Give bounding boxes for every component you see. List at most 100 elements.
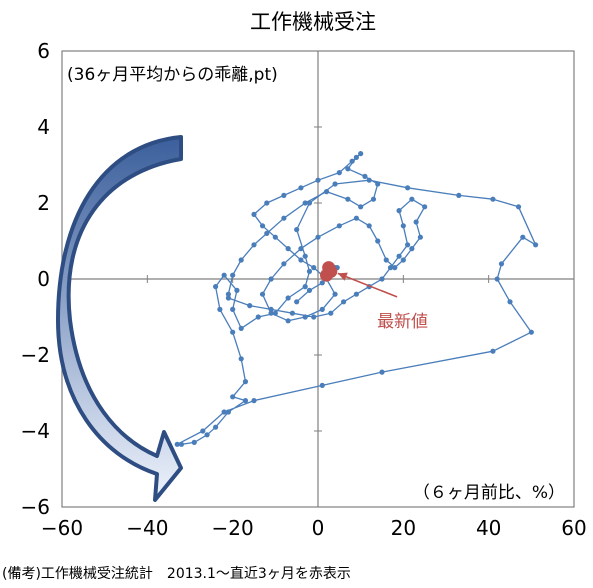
data-point [383, 257, 389, 263]
data-point [396, 253, 402, 259]
data-point [375, 181, 381, 187]
data-point [251, 242, 257, 248]
data-point [332, 291, 338, 297]
data-point [281, 192, 287, 198]
data-point [178, 441, 185, 447]
data-point [528, 329, 534, 335]
data-point [213, 284, 219, 290]
x-tick-label: 0 [312, 516, 325, 540]
data-point [238, 325, 244, 331]
data-point [281, 261, 287, 267]
data-point [242, 398, 249, 404]
data-point [311, 265, 317, 271]
annotation-pointer [337, 272, 398, 298]
data-point [230, 306, 236, 312]
x-tick-label: 60 [561, 516, 586, 540]
annotation-label: 最新値 [377, 312, 428, 332]
data-point [332, 181, 338, 187]
data-point [294, 227, 300, 233]
data-point [174, 441, 180, 447]
data-point [353, 154, 359, 160]
data-point [251, 211, 257, 217]
data-point [417, 234, 423, 240]
data-point [507, 299, 513, 305]
y-tick-label: −6 [21, 495, 50, 519]
data-point [302, 314, 308, 320]
data-point [392, 265, 398, 271]
data-point [302, 253, 308, 259]
data-point [213, 424, 219, 430]
data-point [230, 329, 236, 335]
data-point [405, 185, 411, 191]
data-point [221, 272, 227, 278]
data-point [247, 303, 253, 309]
x-tick-label: −60 [41, 516, 83, 540]
annotation-arrowhead [337, 272, 348, 281]
data-point [264, 200, 270, 206]
data-point [413, 219, 419, 225]
data-point [234, 287, 240, 293]
data-point [328, 310, 334, 316]
data-point [353, 291, 359, 297]
data-point [204, 432, 210, 438]
x-tick-label: −40 [126, 516, 168, 540]
data-point [242, 379, 249, 385]
data-point [285, 295, 291, 301]
x-tick-label: −20 [212, 516, 254, 540]
data-point [341, 299, 347, 305]
y-tick-label: 2 [37, 191, 50, 215]
y-tick-label: 6 [37, 39, 50, 63]
data-point [315, 234, 321, 240]
data-point [225, 295, 231, 301]
data-point [285, 318, 291, 324]
data-point [409, 196, 415, 202]
data-point [490, 196, 496, 202]
rotation-arrow [56, 135, 183, 502]
data-point [336, 223, 342, 229]
data-point [311, 314, 317, 320]
data-point [217, 306, 223, 312]
data-point [323, 189, 330, 195]
data-point [255, 314, 261, 320]
data-point [238, 356, 244, 362]
data-point [230, 394, 236, 400]
data-point [494, 276, 500, 282]
data-point [498, 261, 505, 267]
data-point [396, 208, 402, 214]
data-point [289, 310, 295, 316]
data-point [298, 185, 304, 191]
data-point [370, 196, 377, 202]
data-point [366, 223, 372, 229]
data-point [285, 246, 291, 252]
data-point [294, 299, 300, 305]
data-point [268, 276, 274, 282]
data-point [533, 242, 539, 248]
data-point [422, 204, 428, 210]
y-tick-label: 0 [37, 267, 50, 291]
data-point [259, 291, 266, 297]
data-point [268, 306, 274, 312]
data-point [400, 223, 406, 229]
data-point [490, 348, 496, 354]
x-tick-label: 40 [476, 516, 501, 540]
data-point [456, 192, 462, 198]
data-point [238, 257, 244, 263]
data-point [225, 409, 231, 415]
data-point [379, 369, 385, 375]
data-point [387, 265, 394, 271]
data-point [221, 409, 227, 415]
data-point [272, 234, 278, 240]
data-point [358, 151, 364, 157]
annotation-layer [320, 261, 398, 298]
data-point [319, 306, 325, 312]
data-point [315, 177, 321, 183]
data-point [298, 246, 304, 252]
data-point [400, 257, 406, 263]
data-point [302, 200, 308, 206]
data-point [306, 287, 313, 293]
data-point [345, 196, 351, 202]
data-point [191, 439, 197, 445]
data-point [200, 428, 206, 434]
data-point [268, 310, 274, 316]
